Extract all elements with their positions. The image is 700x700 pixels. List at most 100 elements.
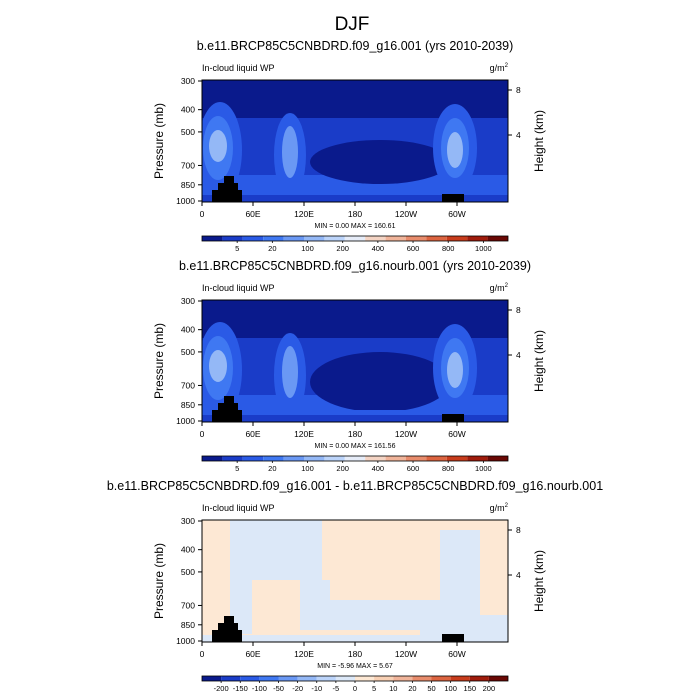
- topography: [224, 176, 234, 202]
- colorbar-swatch: [446, 236, 468, 241]
- colorbar-swatch: [374, 676, 394, 681]
- chart-panel-2: b.e11.BRCP85C5CNBDRD.f09_g16.nourb.001 (…: [152, 259, 546, 473]
- colorbar-tick-label: -20: [292, 684, 303, 693]
- colorbar-swatch: [222, 456, 243, 461]
- colorbar-tick-label: 600: [407, 464, 420, 473]
- colorbar-swatch: [426, 456, 447, 461]
- x-tick-label: 60W: [448, 429, 465, 439]
- colorbar-swatch: [304, 456, 325, 461]
- colorbar-swatch: [431, 676, 451, 681]
- y2-tick-label: 8: [516, 305, 521, 315]
- y-tick-label: 1000: [176, 196, 195, 206]
- colorbar-swatch: [202, 676, 222, 681]
- colorbar-swatch: [487, 236, 508, 241]
- x-tick-label: 180: [348, 649, 362, 659]
- x-tick-label: 120W: [395, 649, 417, 659]
- colorbar-swatch: [221, 676, 241, 681]
- panel-title: b.e11.BRCP85C5CNBDRD.f09_g16.001 (yrs 20…: [197, 39, 514, 53]
- x-tick-label: 60E: [245, 429, 260, 439]
- y-tick-label: 300: [181, 296, 195, 306]
- colorbar-tick-label: 20: [268, 464, 276, 473]
- x-tick-label: 180: [348, 429, 362, 439]
- colorbar-swatch: [283, 456, 304, 461]
- colorbar-swatch: [446, 456, 468, 461]
- field-negative-region: [252, 520, 322, 580]
- y2-tick-label: 4: [516, 350, 521, 360]
- y-tick-label: 850: [181, 180, 195, 190]
- colorbar-swatch: [283, 236, 304, 241]
- panel-left-label: In-cloud liquid WP: [202, 503, 275, 513]
- colorbar-swatch: [450, 676, 470, 681]
- y-tick-label: 500: [181, 127, 195, 137]
- colorbar-tick-label: 200: [483, 684, 496, 693]
- colorbar-swatch: [263, 456, 284, 461]
- topography: [230, 183, 238, 202]
- y-tick-label: 700: [181, 600, 195, 610]
- x-tick-label: 60W: [448, 209, 465, 219]
- y-axis-label: Pressure (mb): [152, 103, 166, 179]
- y-tick-label: 700: [181, 160, 195, 170]
- y-tick-label: 850: [181, 620, 195, 630]
- field-surface-layer: [202, 195, 508, 202]
- field-feature: [447, 132, 463, 168]
- colorbar-swatch: [240, 676, 260, 681]
- colorbar-tick-label: 200: [336, 464, 349, 473]
- colorbar-tick-label: 150: [463, 684, 476, 693]
- colorbar-swatch: [242, 236, 264, 241]
- figure-title: DJF: [335, 14, 370, 35]
- colorbar-tick-label: 600: [407, 244, 420, 253]
- colorbar-swatch: [406, 456, 427, 461]
- x-tick-label: 0: [200, 209, 205, 219]
- x-tick-label: 120W: [395, 209, 417, 219]
- topography: [442, 194, 464, 202]
- field-feature: [209, 130, 227, 162]
- y-tick-label: 400: [181, 545, 195, 555]
- colorbar-swatch: [297, 676, 317, 681]
- colorbar-swatch: [344, 236, 366, 241]
- field-feature: [282, 126, 298, 178]
- y-tick-label: 400: [181, 325, 195, 335]
- y-tick-label: 500: [181, 347, 195, 357]
- colorbar-swatch: [344, 456, 366, 461]
- colorbar-frame: [201, 235, 509, 242]
- colorbar-swatch: [324, 236, 345, 241]
- colorbar-swatch: [324, 456, 345, 461]
- y-tick-label: 300: [181, 516, 195, 526]
- colorbar-tick-label: 50: [427, 684, 435, 693]
- field-negative-region: [202, 635, 508, 642]
- y2-tick-label: 4: [516, 570, 521, 580]
- colorbar-swatch: [278, 676, 298, 681]
- x-tick-label: 0: [200, 429, 205, 439]
- panel-units: g/m2: [490, 63, 509, 73]
- colorbar-swatch: [406, 236, 427, 241]
- colorbar-tick-label: 800: [442, 464, 455, 473]
- y2-tick-label: 4: [516, 130, 521, 140]
- y-axis-label: Pressure (mb): [152, 543, 166, 619]
- field-image: [202, 80, 508, 202]
- x-tick-label: 60E: [245, 209, 260, 219]
- colorbar-tick-label: 20: [408, 684, 416, 693]
- colorbar-swatch: [487, 456, 508, 461]
- colorbar-tick-label: 100: [444, 684, 457, 693]
- colorbar-swatch: [263, 236, 284, 241]
- colorbar-tick-label: 1000: [475, 244, 492, 253]
- colorbar-tick-label: 100: [301, 244, 314, 253]
- field-feature: [209, 350, 227, 382]
- topography: [236, 630, 242, 642]
- topography: [224, 616, 234, 642]
- colorbar-swatch: [412, 676, 432, 681]
- colorbar-swatch: [385, 236, 406, 241]
- field-feature: [447, 352, 463, 388]
- colorbar-swatch: [202, 236, 223, 241]
- topography: [236, 410, 242, 422]
- colorbar-swatch: [355, 676, 375, 681]
- topography: [230, 623, 238, 642]
- panel-left-label: In-cloud liquid WP: [202, 63, 275, 73]
- topography: [236, 190, 242, 202]
- colorbar-frame: [201, 455, 509, 462]
- colorbar-tick-label: 20: [268, 244, 276, 253]
- colorbar-swatch: [467, 456, 488, 461]
- y2-axis-label: Height (km): [532, 330, 546, 392]
- colorbar-tick-label: 10: [389, 684, 397, 693]
